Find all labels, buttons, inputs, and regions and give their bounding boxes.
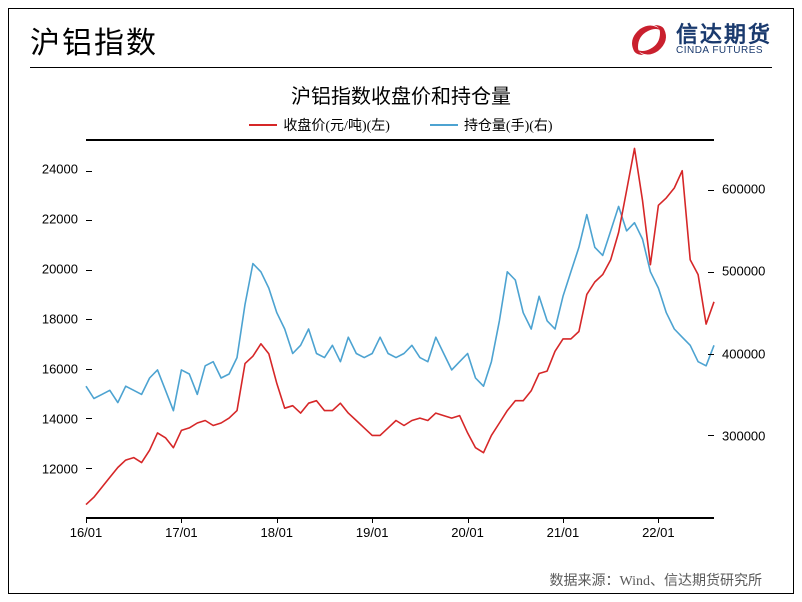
brand-logo: 信达期货 CINDA FUTURES [626,19,772,61]
y-right-tick: 600000 [722,181,765,196]
y-left-tick: 20000 [42,262,78,277]
y-left-tick: 16000 [42,362,78,377]
legend-swatch-close [249,124,277,126]
x-tick: 19/01 [356,525,389,540]
brand-name-cn: 信达期货 [676,24,772,46]
y-left-tick: 14000 [42,412,78,427]
y-right-tick: 500000 [722,264,765,279]
chart-legend: 收盘价(元/吨)(左) 持仓量(手)(右) [30,115,772,135]
page-title: 沪铝指数 [30,18,158,62]
y-axis-right: 300000 400000 500000 600000 [716,139,772,519]
x-tick: 16/01 [70,525,103,540]
chart-lines [86,141,714,517]
x-tick: 21/01 [547,525,580,540]
data-source-label: 数据来源：Wind、信达期货研究所 [549,570,762,590]
x-tick: 17/01 [165,525,198,540]
x-tick: 20/01 [451,525,484,540]
cinda-swirl-icon [626,19,672,61]
legend-swatch-oi [430,124,458,126]
y-left-tick: 22000 [42,212,78,227]
y-axis-left: 12000 14000 16000 18000 20000 22000 24000 [30,139,84,519]
chart-title: 沪铝指数收盘价和持仓量 [30,80,772,109]
y-right-tick: 400000 [722,346,765,361]
legend-label-close: 收盘价(元/吨)(左) [283,115,390,135]
brand-name-en: CINDA FUTURES [676,46,772,56]
y-left-tick: 24000 [42,162,78,177]
y-left-tick: 18000 [42,312,78,327]
x-tick: 22/01 [642,525,675,540]
x-tick: 18/01 [261,525,294,540]
y-left-tick: 12000 [42,462,78,477]
chart-container: 沪铝指数收盘价和持仓量 收盘价(元/吨)(左) 持仓量(手)(右) 120001… [30,80,772,562]
y-right-tick: 300000 [722,429,765,444]
legend-item-oi: 持仓量(手)(右) [430,115,553,135]
x-axis: 16/0117/0118/0119/0120/0121/0122/01 [86,521,714,549]
legend-label-oi: 持仓量(手)(右) [464,115,553,135]
chart-plot-area [86,139,714,519]
legend-item-close: 收盘价(元/吨)(左) [249,115,390,135]
